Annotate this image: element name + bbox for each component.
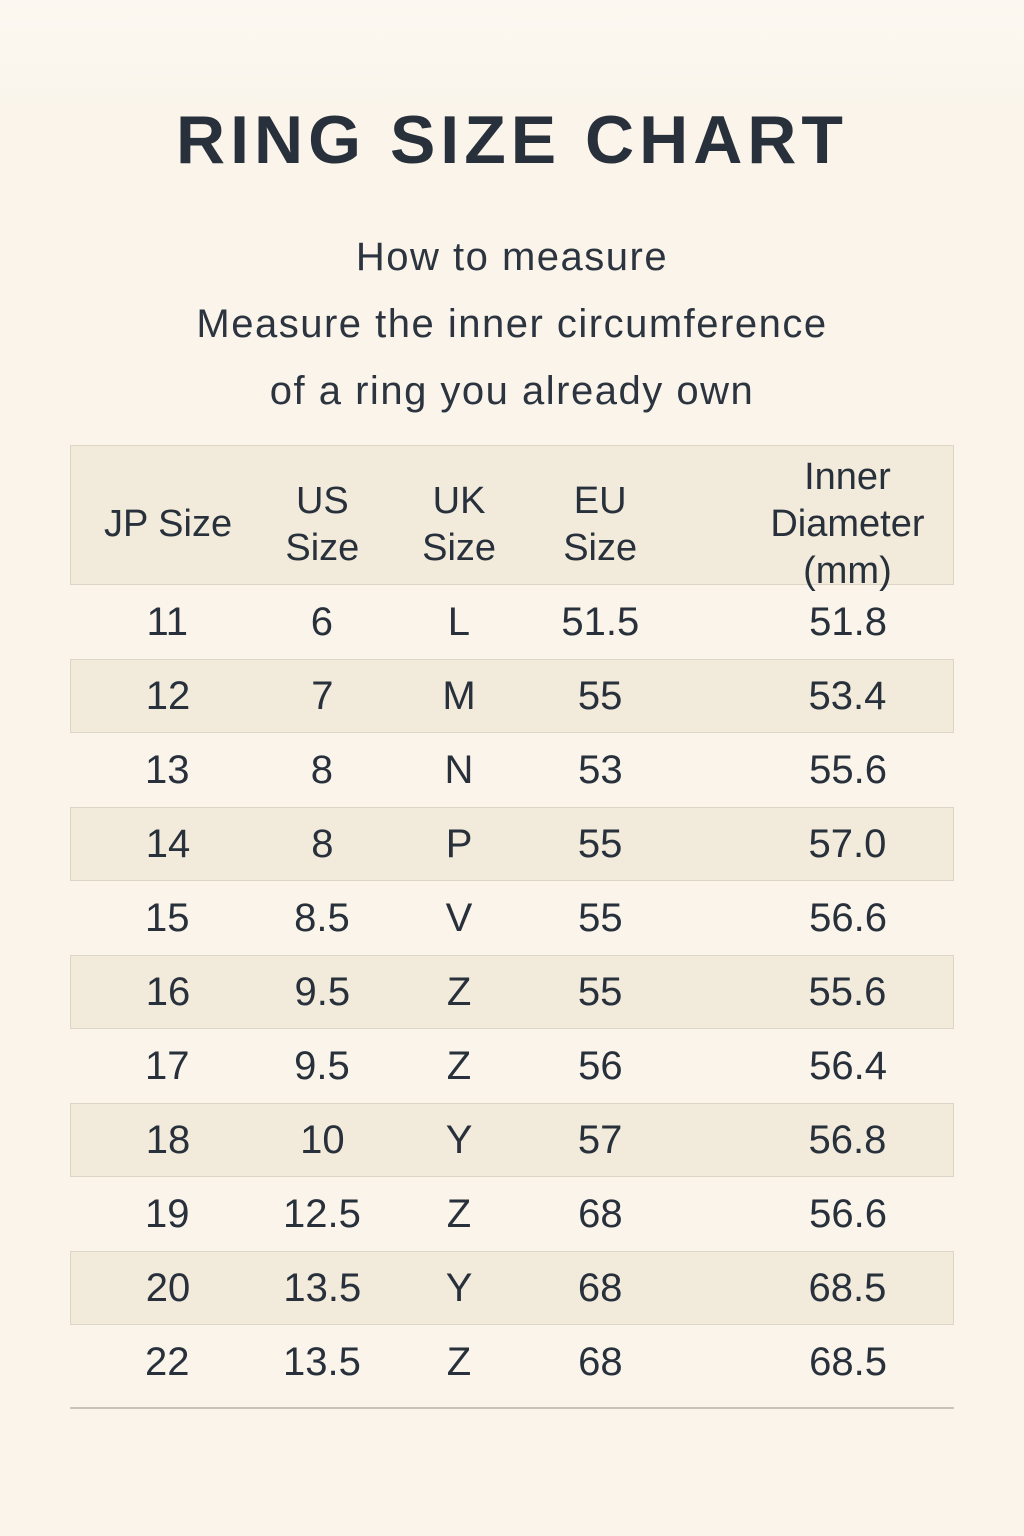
subtitle: How to measure Measure the inner circumf… bbox=[0, 224, 1024, 425]
cell-uk-size: V bbox=[445, 895, 473, 940]
cell-us-size: 7 bbox=[311, 673, 334, 718]
cell-eu-size: 53 bbox=[578, 747, 623, 792]
cell-us-size: 9.5 bbox=[294, 969, 351, 1014]
cell-uk-size: Z bbox=[446, 969, 472, 1014]
cell-jp-size: 13 bbox=[144, 747, 190, 792]
cell-inner-diameter: 55.6 bbox=[808, 969, 887, 1014]
cell-us-size: 13.5 bbox=[283, 1265, 362, 1310]
column-header-eu-size: EU Size bbox=[563, 479, 638, 569]
cell-inner-diameter: 57.0 bbox=[808, 821, 887, 866]
cell-us-size: 8 bbox=[310, 747, 334, 792]
column-header-uk-size: UK Size bbox=[422, 479, 497, 569]
subtitle-line-2: Measure the inner circumference bbox=[196, 302, 828, 346]
cell-jp-size: 11 bbox=[146, 599, 188, 644]
cell-inner-diameter: 56.6 bbox=[809, 895, 888, 940]
cell-jp-size: 16 bbox=[145, 969, 191, 1014]
table-row: 11 6 L 51.5 51.8 bbox=[70, 585, 954, 659]
table-bottom-divider bbox=[70, 1407, 954, 1409]
cell-uk-size: Z bbox=[446, 1043, 472, 1088]
table-header-row: JP Size US Size UK Size EU Size Inner Di… bbox=[70, 445, 954, 592]
cell-jp-size: 22 bbox=[144, 1339, 190, 1384]
cell-eu-size: 68 bbox=[578, 1191, 623, 1236]
cell-us-size: 9.5 bbox=[294, 1043, 350, 1088]
cell-jp-size: 17 bbox=[144, 1043, 190, 1088]
table-body: 11 6 L 51.5 51.8 12 7 M 55 53.4 13 8 N 5… bbox=[70, 585, 954, 1399]
cell-jp-size: 18 bbox=[145, 1117, 191, 1162]
table-row: 19 12.5 Z 68 56.6 bbox=[70, 1177, 954, 1251]
table-row: 20 13.5 Y 68 68.5 bbox=[70, 1251, 954, 1325]
cell-uk-size: M bbox=[442, 673, 476, 718]
subtitle-line-1: How to measure bbox=[355, 235, 669, 279]
cell-uk-size: Y bbox=[445, 1117, 473, 1162]
cell-uk-size: L bbox=[447, 599, 471, 644]
column-header-us-size: US Size bbox=[285, 479, 360, 569]
cell-eu-size: 55 bbox=[577, 821, 623, 866]
table-row: 16 9.5 Z 55 55.6 bbox=[70, 955, 954, 1029]
cell-us-size: 10 bbox=[300, 1117, 345, 1162]
table-row: 14 8 P 55 57.0 bbox=[70, 807, 954, 881]
cell-uk-size: P bbox=[445, 821, 473, 866]
cell-us-size: 8.5 bbox=[294, 895, 350, 940]
table-row: 18 10 Y 57 56.8 bbox=[70, 1103, 954, 1177]
cell-us-size: 12.5 bbox=[282, 1191, 361, 1236]
cell-jp-size: 14 bbox=[145, 821, 191, 866]
table-row: 17 9.5 Z 56 56.4 bbox=[70, 1029, 954, 1103]
cell-uk-size: Z bbox=[446, 1191, 472, 1236]
table-row: 12 7 M 55 53.4 bbox=[70, 659, 954, 733]
cell-eu-size: 51.5 bbox=[561, 599, 640, 644]
table-row: 13 8 N 53 55.6 bbox=[70, 733, 954, 807]
cell-jp-size: 15 bbox=[144, 895, 190, 940]
column-header-inner-diameter: Inner Diameter (mm) bbox=[770, 456, 925, 592]
cell-inner-diameter: 55.6 bbox=[809, 747, 888, 792]
cell-inner-diameter: 51.8 bbox=[809, 599, 888, 644]
cell-inner-diameter: 53.4 bbox=[808, 673, 887, 718]
cell-eu-size: 68 bbox=[577, 1265, 623, 1310]
cell-inner-diameter: 68.5 bbox=[809, 1339, 888, 1384]
cell-jp-size: 12 bbox=[145, 673, 191, 718]
cell-inner-diameter: 56.8 bbox=[808, 1117, 887, 1162]
cell-us-size: 13.5 bbox=[282, 1339, 361, 1384]
cell-uk-size: N bbox=[444, 747, 474, 792]
ring-size-table: JP Size US Size UK Size EU Size Inner Di… bbox=[70, 445, 954, 1409]
cell-inner-diameter: 68.5 bbox=[808, 1265, 887, 1310]
cell-us-size: 6 bbox=[310, 599, 334, 644]
cell-eu-size: 55 bbox=[578, 895, 623, 940]
cell-us-size: 8 bbox=[311, 821, 334, 866]
cell-jp-size: 19 bbox=[144, 1191, 190, 1236]
column-header-jp-size: JP Size bbox=[103, 503, 233, 545]
cell-eu-size: 68 bbox=[578, 1339, 623, 1384]
subtitle-line-3: of a ring you already own bbox=[269, 369, 755, 413]
cell-jp-size: 20 bbox=[145, 1265, 191, 1310]
cell-uk-size: Y bbox=[445, 1265, 473, 1310]
cell-eu-size: 56 bbox=[578, 1043, 623, 1088]
cell-eu-size: 57 bbox=[577, 1117, 623, 1162]
page-title: RING SIZE CHART bbox=[176, 102, 848, 178]
cell-uk-size: Z bbox=[446, 1339, 472, 1384]
table-row: 15 8.5 V 55 56.6 bbox=[70, 881, 954, 955]
cell-inner-diameter: 56.6 bbox=[809, 1191, 888, 1236]
cell-eu-size: 55 bbox=[577, 969, 623, 1014]
cell-eu-size: 55 bbox=[577, 673, 623, 718]
table-row: 22 13.5 Z 68 68.5 bbox=[70, 1325, 954, 1399]
cell-inner-diameter: 56.4 bbox=[809, 1043, 888, 1088]
